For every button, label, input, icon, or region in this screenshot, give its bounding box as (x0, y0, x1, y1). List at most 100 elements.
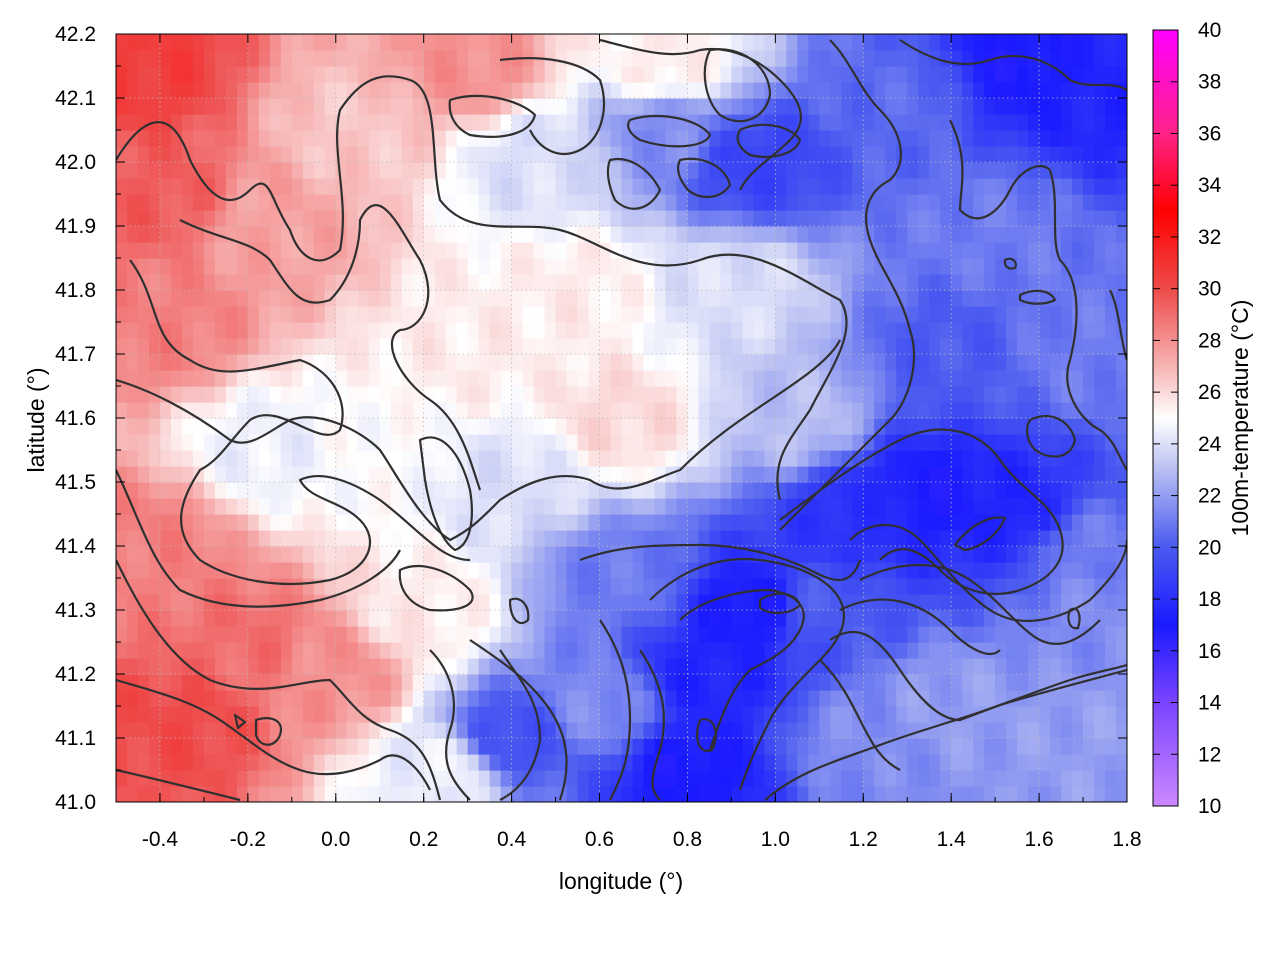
contour-line (849, 523, 1127, 622)
heatmap-cell (511, 546, 524, 563)
heatmap-cell (269, 754, 282, 771)
heatmap-cell (874, 402, 886, 419)
heatmap-cell (984, 226, 996, 243)
heatmap-cell (192, 258, 205, 275)
heatmap-cell (379, 658, 392, 675)
heatmap-cell (1050, 770, 1062, 787)
heatmap-cell (896, 450, 908, 467)
heatmap-cell (797, 354, 809, 371)
heatmap-cell (280, 130, 293, 147)
heatmap-cell (335, 626, 348, 643)
heatmap-cell (995, 418, 1007, 435)
heatmap-cell (797, 466, 809, 483)
heatmap-cell (434, 178, 447, 195)
heatmap-cell (951, 482, 963, 499)
heatmap-cell (621, 82, 634, 99)
heatmap-cell (819, 482, 831, 499)
heatmap-cell (1017, 546, 1029, 563)
heatmap-cell (643, 434, 656, 451)
heatmap-cell (456, 338, 469, 355)
heatmap-cell (621, 434, 634, 451)
heatmap-cell (379, 178, 392, 195)
heatmap-cell (731, 434, 743, 451)
heatmap-cell (797, 258, 809, 275)
heatmap-cell (709, 274, 721, 291)
heatmap-cell (357, 274, 370, 291)
heatmap-cell (489, 514, 502, 531)
heatmap-cell (632, 674, 645, 691)
heatmap-cell (192, 402, 205, 419)
y-tick-label: 41.1 (55, 727, 96, 750)
heatmap-cell (973, 386, 985, 403)
heatmap-cell (1017, 450, 1029, 467)
heatmap-cell (137, 786, 150, 802)
heatmap-cell (1083, 610, 1095, 627)
heatmap-cell (116, 306, 128, 323)
contour-line (779, 39, 916, 531)
heatmap-cell (390, 130, 403, 147)
heatmap-cell (1061, 770, 1073, 787)
heatmap-cell (346, 50, 359, 67)
heatmap-cell (698, 386, 711, 403)
heatmap-cell (874, 738, 886, 755)
heatmap-cell (126, 66, 139, 83)
heatmap-cell (885, 402, 897, 419)
heatmap-cell (830, 738, 842, 755)
heatmap-cell (599, 546, 612, 563)
heatmap-cell (467, 242, 480, 259)
heatmap-cell (214, 194, 227, 211)
heatmap-cell (379, 770, 392, 787)
heatmap-cell (841, 418, 853, 435)
heatmap-cell (445, 226, 458, 243)
heatmap-cell (577, 642, 590, 659)
heatmap-cell (148, 338, 161, 355)
heatmap-cell (1006, 258, 1018, 275)
heatmap-cell (632, 482, 645, 499)
heatmap-cell (159, 738, 172, 755)
heatmap-cell (764, 258, 776, 275)
heatmap-cell (423, 498, 436, 515)
heatmap-cell (192, 114, 205, 131)
heatmap-cell (1039, 562, 1051, 579)
heatmap-cell (819, 370, 831, 387)
heatmap-cell (335, 530, 348, 547)
heatmap-cell (247, 194, 260, 211)
heatmap-cell (148, 738, 161, 755)
heatmap-cell (852, 658, 864, 675)
heatmap-cell (984, 274, 996, 291)
heatmap-cell (929, 386, 941, 403)
heatmap-cell (522, 738, 535, 755)
heatmap-cell (1039, 402, 1051, 419)
heatmap-cell (962, 562, 974, 579)
heatmap-cell (170, 162, 183, 179)
heatmap-cell (181, 530, 194, 547)
heatmap-cell (819, 626, 831, 643)
heatmap-cell (423, 386, 436, 403)
heatmap-cell (962, 82, 974, 99)
heatmap-cell (786, 82, 798, 99)
heatmap-cell (951, 642, 963, 659)
heatmap-cell (907, 370, 919, 387)
colorbar-bar (1152, 29, 1179, 807)
heatmap-cell (973, 338, 985, 355)
heatmap-cell (951, 514, 963, 531)
heatmap-cell (225, 114, 238, 131)
heatmap-cell (632, 418, 645, 435)
heatmap-cell (929, 642, 941, 659)
heatmap-cell (588, 450, 601, 467)
heatmap-cell (511, 562, 524, 579)
heatmap-cell (335, 306, 348, 323)
heatmap-cell (863, 146, 875, 163)
heatmap-cell (1006, 386, 1018, 403)
heatmap-cell (676, 706, 689, 723)
heatmap-cell (324, 642, 337, 659)
heatmap-cell (940, 610, 952, 627)
heatmap-cell (742, 290, 754, 307)
heatmap-cell (555, 546, 568, 563)
heatmap-cell (269, 338, 282, 355)
heatmap-cell (412, 642, 425, 659)
heatmap-cell (445, 114, 458, 131)
heatmap-cell (313, 338, 326, 355)
heatmap-cell (214, 290, 227, 307)
heatmap-cell (665, 194, 678, 211)
